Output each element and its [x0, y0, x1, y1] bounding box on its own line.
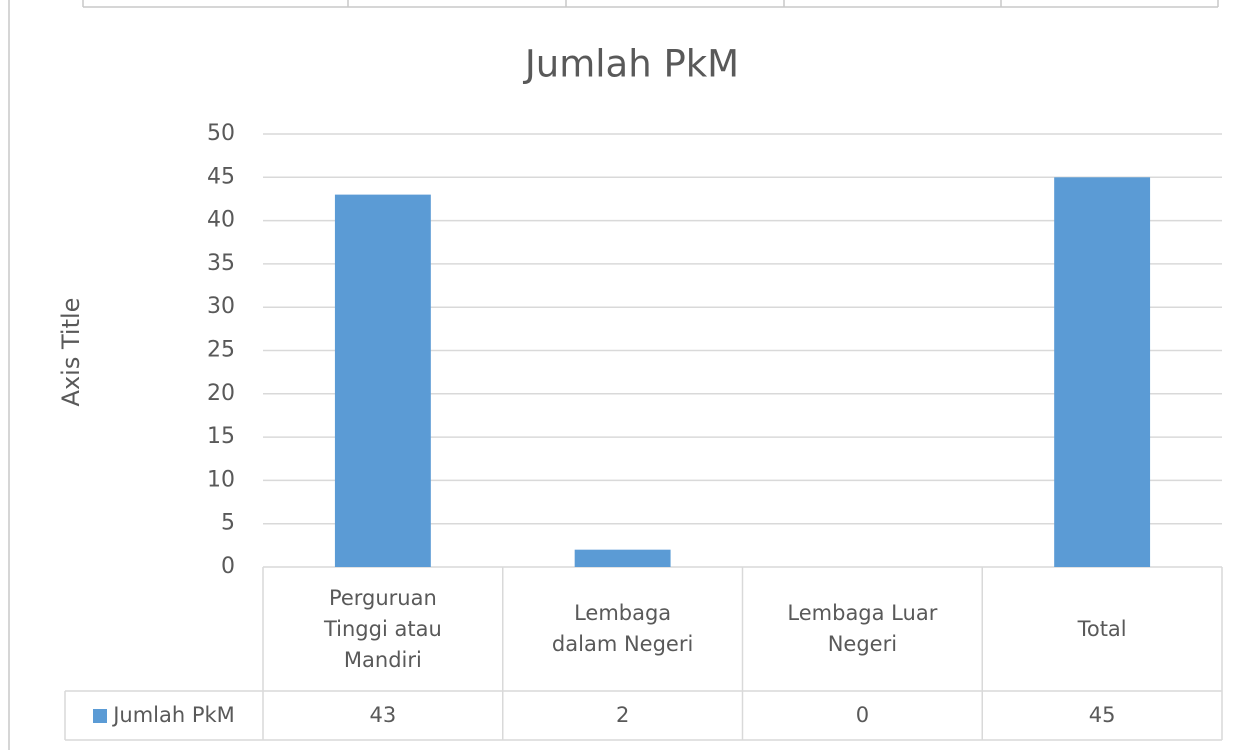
chart-title: Jumlah PkM [523, 43, 739, 86]
legend-swatch [93, 708, 108, 723]
bar [334, 194, 431, 567]
table-value-text: 45 [1088, 703, 1116, 727]
legend-label-text: Jumlah PkM [113, 703, 235, 727]
table-value: 0 [743, 691, 983, 740]
y-tick-label: 35 [207, 251, 235, 276]
table-value-text: 2 [615, 703, 630, 727]
legend-label: Jumlah PkM [65, 691, 263, 740]
bar [1054, 177, 1151, 568]
y-tick-label: 0 [221, 554, 235, 579]
x-tick-label-text: Total [1077, 616, 1127, 641]
y-tick-label: 50 [207, 121, 235, 146]
y-tick-label: 5 [221, 511, 235, 536]
table-value-text: 43 [369, 703, 397, 727]
x-tick-label-text: Perguruan Tinggi atau Mandiri [323, 585, 442, 672]
x-tick-label-text: Lembaga dalam Negeri [551, 601, 694, 656]
y-tick-label: 40 [207, 208, 235, 233]
y-tick-label: 15 [207, 424, 235, 449]
x-tick-label: Lembaga dalam Negeri [503, 567, 743, 691]
y-tick-label: 20 [207, 381, 235, 406]
x-tick-label-text: Lembaga Luar Negeri [787, 601, 938, 656]
sheet-lines [8, 0, 1219, 750]
bar [574, 549, 671, 567]
table-value: 45 [982, 691, 1222, 740]
y-axis-title: Axis Title [57, 298, 85, 407]
x-tick-label: Perguruan Tinggi atau Mandiri [263, 567, 503, 691]
y-tick-label: 10 [207, 467, 235, 492]
y-tick-label: 45 [207, 164, 235, 189]
y-tick-label: 30 [207, 294, 235, 319]
y-tick-label: 25 [207, 338, 235, 363]
x-tick-label: Lembaga Luar Negeri [743, 567, 983, 691]
table-value-text: 0 [855, 703, 870, 727]
table-value: 2 [503, 691, 743, 740]
table-value: 43 [263, 691, 503, 740]
x-tick-label: Total [982, 567, 1222, 691]
